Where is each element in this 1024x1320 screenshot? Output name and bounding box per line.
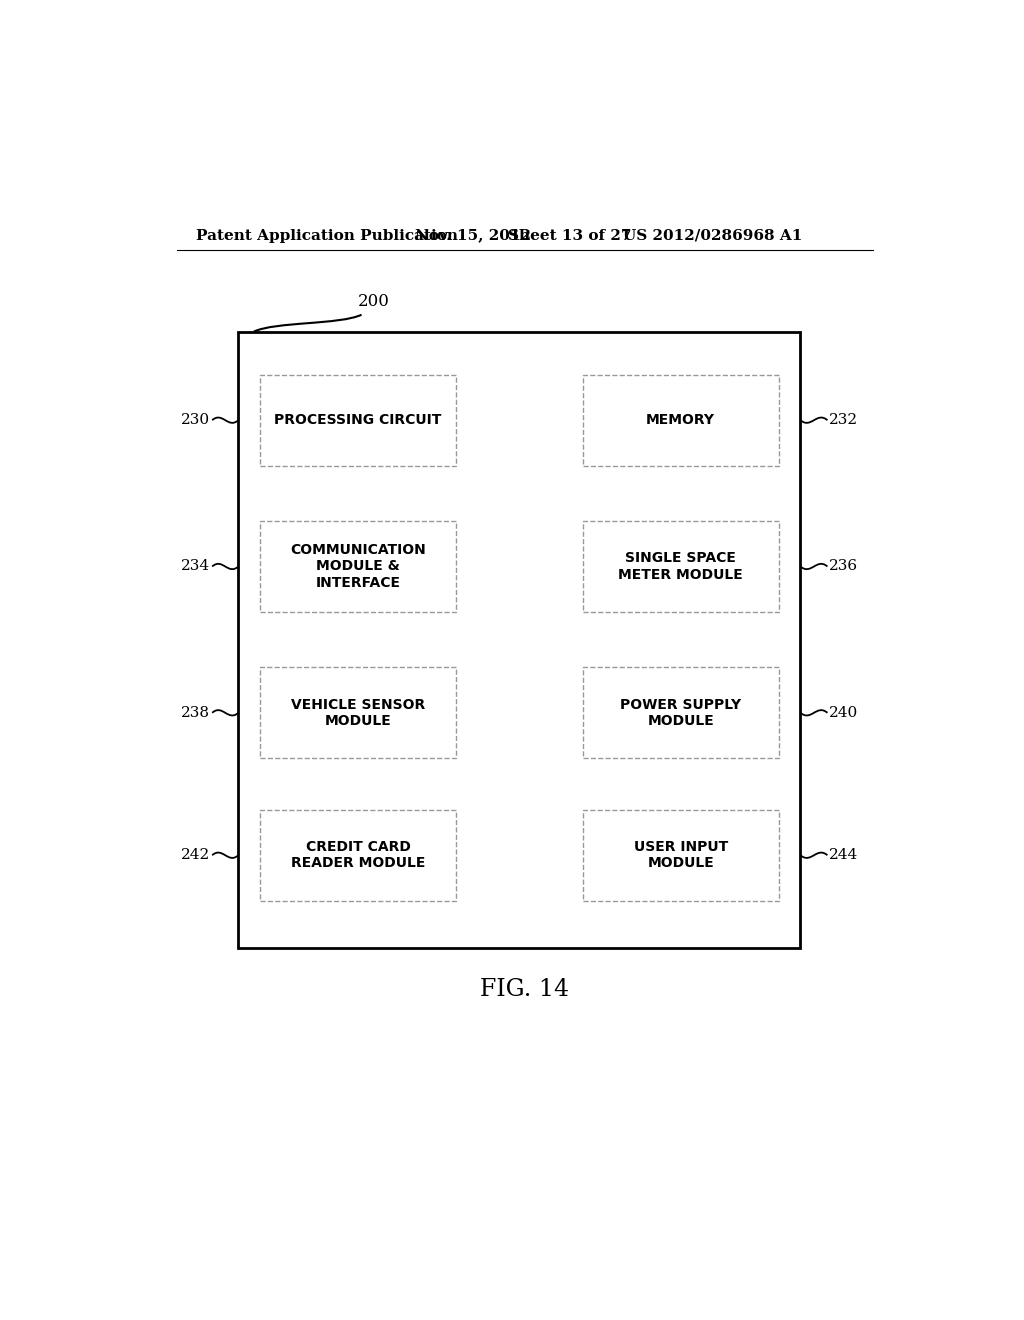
Bar [583, 521, 779, 612]
Bar [583, 810, 779, 900]
Bar [260, 668, 457, 758]
Bar [239, 331, 801, 948]
Text: COMMUNICATION
MODULE &
INTERFACE: COMMUNICATION MODULE & INTERFACE [290, 544, 426, 590]
Text: MEMORY: MEMORY [646, 413, 715, 428]
Text: 240: 240 [829, 706, 858, 719]
Text: 230: 230 [181, 413, 210, 428]
Text: 234: 234 [181, 560, 210, 573]
Text: Sheet 13 of 27: Sheet 13 of 27 [508, 228, 632, 243]
Text: POWER SUPPLY
MODULE: POWER SUPPLY MODULE [621, 698, 741, 727]
Bar [583, 668, 779, 758]
Text: 232: 232 [829, 413, 858, 428]
Text: 242: 242 [180, 849, 210, 862]
Text: FIG. 14: FIG. 14 [480, 978, 569, 1002]
Text: USER INPUT
MODULE: USER INPUT MODULE [634, 840, 728, 870]
Text: Patent Application Publication: Patent Application Publication [196, 228, 458, 243]
Text: Nov. 15, 2012: Nov. 15, 2012 [416, 228, 531, 243]
Text: CREDIT CARD
READER MODULE: CREDIT CARD READER MODULE [291, 840, 425, 870]
Text: 200: 200 [357, 293, 389, 310]
Text: US 2012/0286968 A1: US 2012/0286968 A1 [624, 228, 803, 243]
Bar [260, 810, 457, 900]
Text: 244: 244 [829, 849, 858, 862]
Text: SINGLE SPACE
METER MODULE: SINGLE SPACE METER MODULE [618, 552, 743, 582]
Text: VEHICLE SENSOR
MODULE: VEHICLE SENSOR MODULE [291, 698, 425, 727]
Bar [583, 375, 779, 466]
Text: PROCESSING CIRCUIT: PROCESSING CIRCUIT [274, 413, 441, 428]
Text: 236: 236 [829, 560, 858, 573]
Text: 238: 238 [181, 706, 210, 719]
Bar [260, 521, 457, 612]
Bar [260, 375, 457, 466]
